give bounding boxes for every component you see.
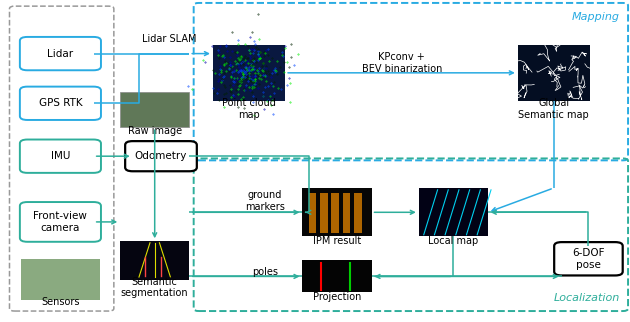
Text: poles: poles xyxy=(252,267,278,277)
FancyBboxPatch shape xyxy=(302,260,372,292)
Bar xyxy=(343,193,350,233)
Text: 6-DOF
pose: 6-DOF pose xyxy=(572,248,605,270)
Text: Local map: Local map xyxy=(428,236,478,246)
Text: Mapping: Mapping xyxy=(572,12,620,22)
Text: Lidar: Lidar xyxy=(47,49,74,59)
FancyBboxPatch shape xyxy=(125,141,197,171)
Text: Raw image: Raw image xyxy=(128,126,182,136)
Bar xyxy=(331,193,339,233)
Text: Point cloud
map: Point cloud map xyxy=(222,98,276,120)
Bar xyxy=(354,193,362,233)
FancyBboxPatch shape xyxy=(120,92,189,127)
Text: Front-view
camera: Front-view camera xyxy=(33,211,88,233)
Text: IMU: IMU xyxy=(51,151,70,161)
FancyBboxPatch shape xyxy=(302,188,372,236)
Text: Localization: Localization xyxy=(554,293,620,303)
FancyBboxPatch shape xyxy=(20,202,101,242)
Text: Projection: Projection xyxy=(313,292,361,302)
FancyBboxPatch shape xyxy=(20,37,101,70)
FancyBboxPatch shape xyxy=(20,139,101,173)
FancyBboxPatch shape xyxy=(21,259,100,300)
Text: GPS RTK: GPS RTK xyxy=(38,98,83,108)
Text: ground
markers: ground markers xyxy=(245,190,285,212)
Text: Global
Semantic map: Global Semantic map xyxy=(518,98,589,120)
FancyBboxPatch shape xyxy=(20,87,101,120)
Bar xyxy=(309,193,316,233)
Text: Lidar SLAM: Lidar SLAM xyxy=(142,34,197,44)
FancyBboxPatch shape xyxy=(213,45,285,101)
FancyBboxPatch shape xyxy=(419,188,488,236)
Text: Sensors: Sensors xyxy=(41,297,79,307)
Text: Odometry: Odometry xyxy=(135,151,187,161)
Text: IPM result: IPM result xyxy=(313,236,361,246)
Text: KPconv +
BEV binarization: KPconv + BEV binarization xyxy=(362,52,442,74)
Text: Semantic
segmentation: Semantic segmentation xyxy=(121,277,188,298)
FancyBboxPatch shape xyxy=(518,45,590,101)
FancyBboxPatch shape xyxy=(554,242,622,275)
Bar xyxy=(320,193,328,233)
FancyBboxPatch shape xyxy=(120,241,189,279)
